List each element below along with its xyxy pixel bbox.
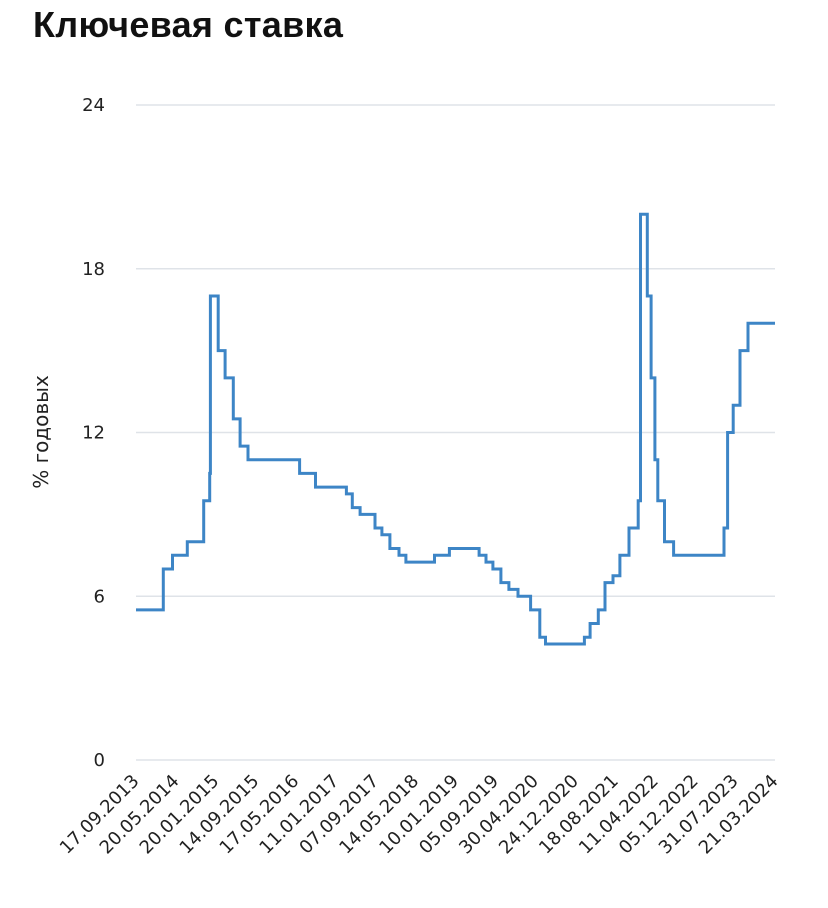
- y-tick-label: 0: [94, 750, 105, 771]
- y-tick-label: 24: [82, 95, 105, 116]
- x-axis-ticks: 17.09.201320.05.201420.01.201514.09.2015…: [56, 771, 783, 859]
- y-axis-ticks: 0 6 12 18 24: [82, 95, 105, 771]
- gridlines: [136, 104, 775, 761]
- series-line: [136, 212, 775, 646]
- y-axis-label: % годовых: [29, 375, 53, 489]
- y-tick-label: 18: [82, 259, 105, 280]
- y-tick-label: 12: [82, 423, 105, 444]
- y-tick-label: 6: [94, 586, 105, 607]
- chart-title: Ключевая ставка: [33, 4, 344, 45]
